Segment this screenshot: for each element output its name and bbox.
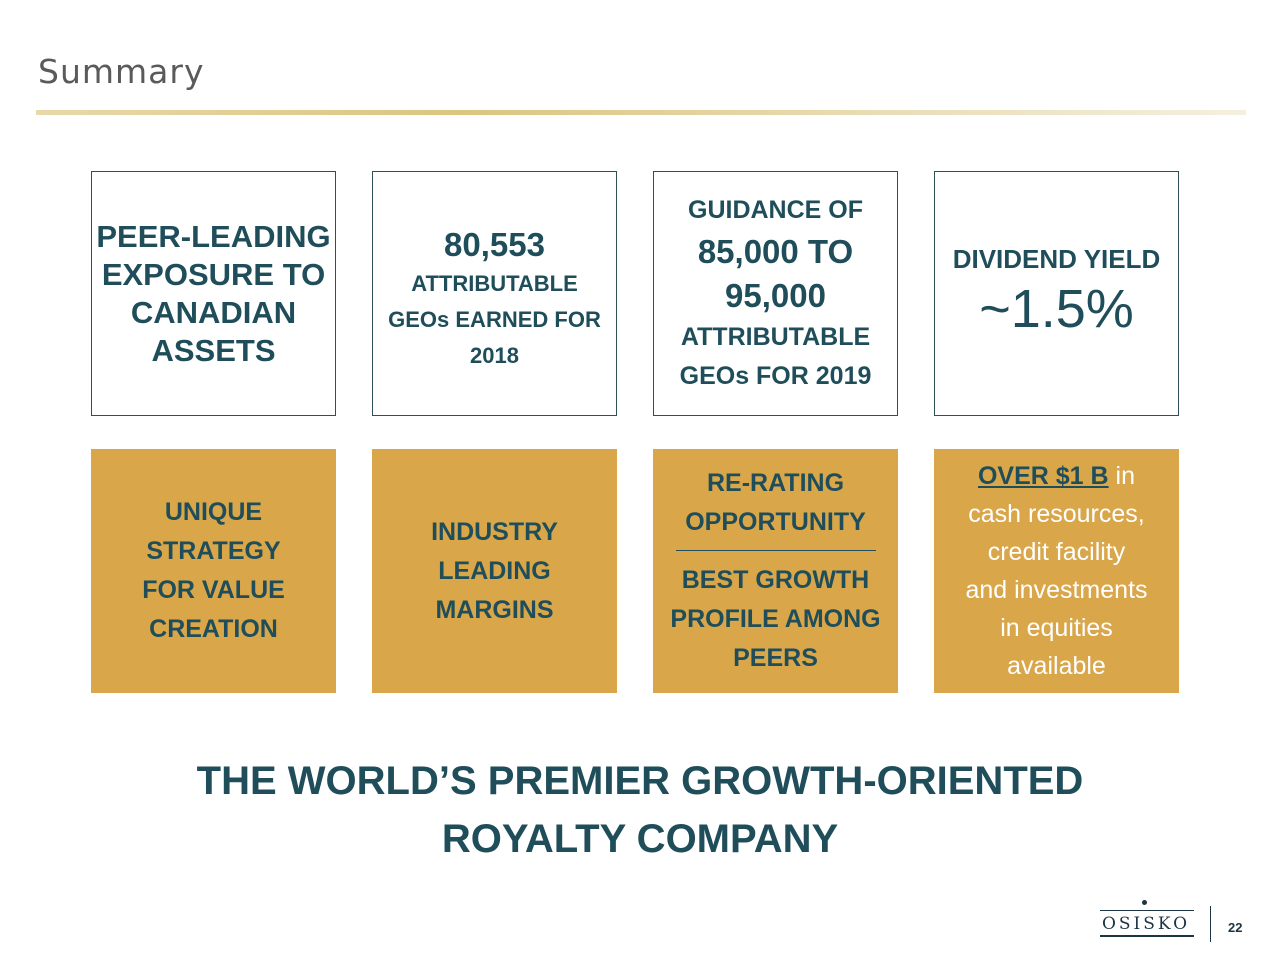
tagline-line: THE WORLD’S PREMIER GROWTH-ORIENTED bbox=[196, 759, 1084, 803]
box-line: ATTRIBUTABLE bbox=[411, 271, 578, 296]
box-rerating-growth: RE-RATING OPPORTUNITY BEST GROWTH PROFIL… bbox=[653, 449, 898, 693]
box-industry-margins: INDUSTRY LEADING MARGINS bbox=[372, 449, 617, 693]
box-line: in equities bbox=[1000, 614, 1113, 642]
liquidity-first-rest: in bbox=[1108, 462, 1135, 490]
box-unique-strategy: UNIQUE STRATEGY FOR VALUE CREATION bbox=[91, 449, 336, 693]
tagline-line: ROYALTY COMPANY bbox=[441, 817, 839, 861]
title-underline bbox=[36, 110, 1246, 115]
box-line: RE-RATING bbox=[706, 469, 845, 497]
box-canadian-exposure: PEER-LEADING EXPOSURE TO CANADIAN ASSETS bbox=[91, 171, 336, 416]
box-line: and investments bbox=[965, 576, 1148, 604]
logo-rule-bottom bbox=[1100, 935, 1194, 937]
footer-separator bbox=[1210, 906, 1211, 942]
liquidity-highlight: OVER $1 B bbox=[977, 462, 1109, 490]
slide-title: Summary bbox=[38, 52, 205, 91]
box-divider bbox=[675, 550, 876, 551]
box-line: ASSETS bbox=[151, 332, 276, 368]
box-line: available bbox=[1007, 652, 1106, 680]
box-line: PROFILE AMONG bbox=[670, 605, 881, 633]
geos-2018-value: 80,553 bbox=[444, 226, 545, 263]
box-line: BEST GROWTH bbox=[681, 566, 870, 594]
box-line: ATTRIBUTABLE bbox=[680, 323, 871, 351]
box-line: EXPOSURE TO bbox=[101, 256, 326, 292]
liquidity-first-line: OVER $1 B in bbox=[978, 457, 1135, 495]
guidance-value: 85,000 TO bbox=[697, 233, 854, 270]
box-line: GEOs FOR 2019 bbox=[679, 362, 872, 390]
osisko-logo: OSISKO bbox=[1101, 914, 1191, 934]
box-line: CREATION bbox=[149, 615, 278, 643]
box-line: PEERS bbox=[733, 644, 818, 672]
box-line: GEOs EARNED FOR bbox=[388, 307, 601, 332]
box-line: credit facility bbox=[987, 538, 1126, 566]
box-geos-earned-2018: 80,553 ATTRIBUTABLE GEOs EARNED FOR 2018 bbox=[372, 171, 617, 416]
box-line: PEER-LEADING bbox=[96, 218, 331, 254]
box-line: INDUSTRY bbox=[431, 517, 558, 546]
logo-rule-top bbox=[1100, 910, 1194, 911]
box-line: OPPORTUNITY bbox=[685, 508, 866, 536]
box-dividend-yield: DIVIDEND YIELD ~1.5% bbox=[934, 171, 1179, 416]
box-line: MARGINS bbox=[435, 595, 554, 624]
box-line: UNIQUE bbox=[164, 498, 263, 526]
dividend-yield-label: DIVIDEND YIELD bbox=[952, 244, 1161, 274]
box-guidance-2019: GUIDANCE OF 85,000 TO 95,000 ATTRIBUTABL… bbox=[653, 171, 898, 416]
guidance-value: 95,000 bbox=[725, 277, 826, 314]
dividend-yield-value: ~1.5% bbox=[979, 279, 1134, 339]
box-line: CANADIAN bbox=[130, 294, 297, 330]
box-line: FOR VALUE bbox=[142, 576, 285, 604]
box-line: LEADING bbox=[438, 556, 551, 585]
page-number: 22 bbox=[1228, 920, 1243, 935]
logo-dot bbox=[1142, 900, 1147, 905]
box-line: 2018 bbox=[470, 343, 519, 368]
box-liquidity: OVER $1 B in cash resources, credit faci… bbox=[934, 449, 1179, 693]
tagline: THE WORLD’S PREMIER GROWTH-ORIENTED ROYA… bbox=[0, 752, 1280, 868]
box-line: cash resources, bbox=[968, 500, 1145, 528]
box-line: STRATEGY bbox=[146, 537, 281, 565]
box-line: GUIDANCE OF bbox=[688, 196, 863, 224]
